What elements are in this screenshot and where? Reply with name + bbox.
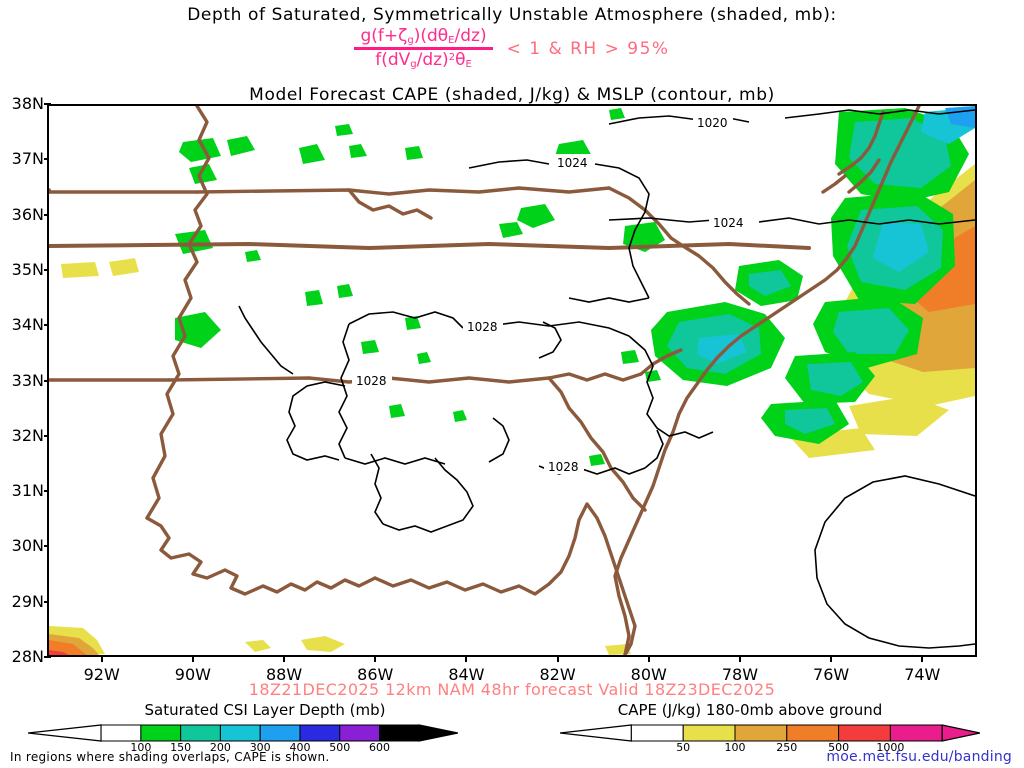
colorbar-tick-label: 400 xyxy=(289,741,311,754)
lon-tick xyxy=(921,656,924,662)
colorbar-tick-label: 50 xyxy=(676,741,691,754)
lat-tick-label: 35N xyxy=(11,259,44,279)
lon-tick-label: 80W xyxy=(630,665,667,684)
lat-tick-label: 28N xyxy=(11,647,44,666)
colorbar-tick-label: 100 xyxy=(724,741,746,754)
lon-tick xyxy=(738,656,741,662)
lat-tick-label: 31N xyxy=(11,481,44,501)
cape-colorbar[interactable] xyxy=(559,723,981,743)
lon-tick xyxy=(191,656,194,662)
lon-tick xyxy=(374,656,377,662)
colorbar-tick-label: 150 xyxy=(170,741,192,754)
lon-tick-label: 74W xyxy=(904,665,941,684)
page-title: Depth of Saturated, Symmetrically Unstab… xyxy=(187,5,837,25)
latitude-axis: 38N 37N 36N 35N 34N 33N 32N 31N 30N 29N 28N xyxy=(0,94,51,666)
lon-tick xyxy=(100,656,103,662)
lon-tick-label: 82W xyxy=(539,665,576,684)
svg-text:1028: 1028 xyxy=(467,320,498,334)
svg-text:1024: 1024 xyxy=(557,156,588,170)
cape-colorbar-ticks: 50 100 250 500 1000 xyxy=(560,741,980,755)
state-boundaries-layer xyxy=(49,106,921,655)
contour-labels: 1020 1024 1024 1028 1028 1028 xyxy=(352,114,749,474)
formula-block: g(f+ζg)(dθE/dz) f(dVg/dz)2θE < 1 & RH > … xyxy=(0,26,1024,71)
colorbar-tick-label: 250 xyxy=(776,741,798,754)
overlap-note: In regions where shading overlaps, CAPE … xyxy=(10,750,330,764)
map-canvas: 1020 1024 1024 1028 1028 1028 xyxy=(49,106,975,655)
longitude-axis: 92W 90W 88W 86W 84W 82W 80W 78W 76W 74W xyxy=(0,656,1024,684)
lon-tick-label: 86W xyxy=(357,665,394,684)
lat-tick-label: 30N xyxy=(11,536,44,556)
csi-colorbar-title: Saturated CSI Layer Depth (mb) xyxy=(144,701,386,719)
csi-colorbar-ticks: 100 150 200 300 400 500 600 xyxy=(28,741,458,755)
lat-tick-label: 34N xyxy=(11,315,44,335)
colorbar-tick-label: 200 xyxy=(209,741,231,754)
lon-tick xyxy=(647,656,650,662)
lat-tick xyxy=(44,656,51,658)
lat-tick-label: 29N xyxy=(11,591,44,611)
lat-tick-label: 37N xyxy=(11,149,44,169)
lat-tick-label: 32N xyxy=(11,425,44,445)
colorbar-tick-label: 300 xyxy=(249,741,271,754)
mslp-contour-layer xyxy=(238,109,975,649)
lon-tick-label: 92W xyxy=(83,665,120,684)
svg-text:1028: 1028 xyxy=(356,374,387,388)
svg-text:1020: 1020 xyxy=(697,116,728,130)
lat-tick-label: 36N xyxy=(11,204,44,224)
page-subtitle: Model Forecast CAPE (shaded, J/kg) & MSL… xyxy=(249,85,775,105)
svg-text:1024: 1024 xyxy=(713,216,744,230)
colorbar-tick-label: 600 xyxy=(369,741,391,754)
colorbar-tick-label: 100 xyxy=(130,741,152,754)
instability-fraction: g(f+ζg)(dθE/dz) f(dVg/dz)2θE xyxy=(354,26,493,71)
cape-colorbar-title: CAPE (J/kg) 180-0mb above ground xyxy=(617,701,883,719)
source-url[interactable]: moe.met.fsu.edu/banding xyxy=(826,749,1012,765)
lon-tick-label: 84W xyxy=(448,665,485,684)
fraction-bar xyxy=(354,47,493,51)
map-panel[interactable]: 1020 1024 1024 1028 1028 1028 xyxy=(47,104,977,657)
colorbar-tick-label: 500 xyxy=(329,741,351,754)
lat-tick-label: 33N xyxy=(11,370,44,390)
formula-numerator: g(f+ζg)(dθE/dz) xyxy=(360,26,487,46)
lon-tick-label: 90W xyxy=(174,665,211,684)
formula-condition: < 1 & RH > 95% xyxy=(506,38,670,59)
lon-tick xyxy=(283,656,286,662)
csi-colorbar[interactable] xyxy=(27,723,459,743)
svg-text:1028: 1028 xyxy=(548,460,579,474)
lon-tick xyxy=(556,656,559,662)
colorbar-tick-label: 500 xyxy=(828,741,850,754)
lat-tick-label: 38N xyxy=(11,94,44,113)
forecast-valid-line: 18Z21DEC2025 12km NAM 48hr forecast Vali… xyxy=(248,680,776,699)
formula-denominator: f(dVg/dz)2θE xyxy=(375,50,472,71)
lon-tick-label: 76W xyxy=(813,665,850,684)
lon-tick-label: 88W xyxy=(265,665,303,684)
lon-tick xyxy=(830,656,833,662)
lon-tick xyxy=(465,656,468,662)
colorbar-tick-label: 1000 xyxy=(876,741,905,754)
lon-tick-label: 78W xyxy=(721,665,759,684)
csi-shading-layer xyxy=(175,106,975,466)
